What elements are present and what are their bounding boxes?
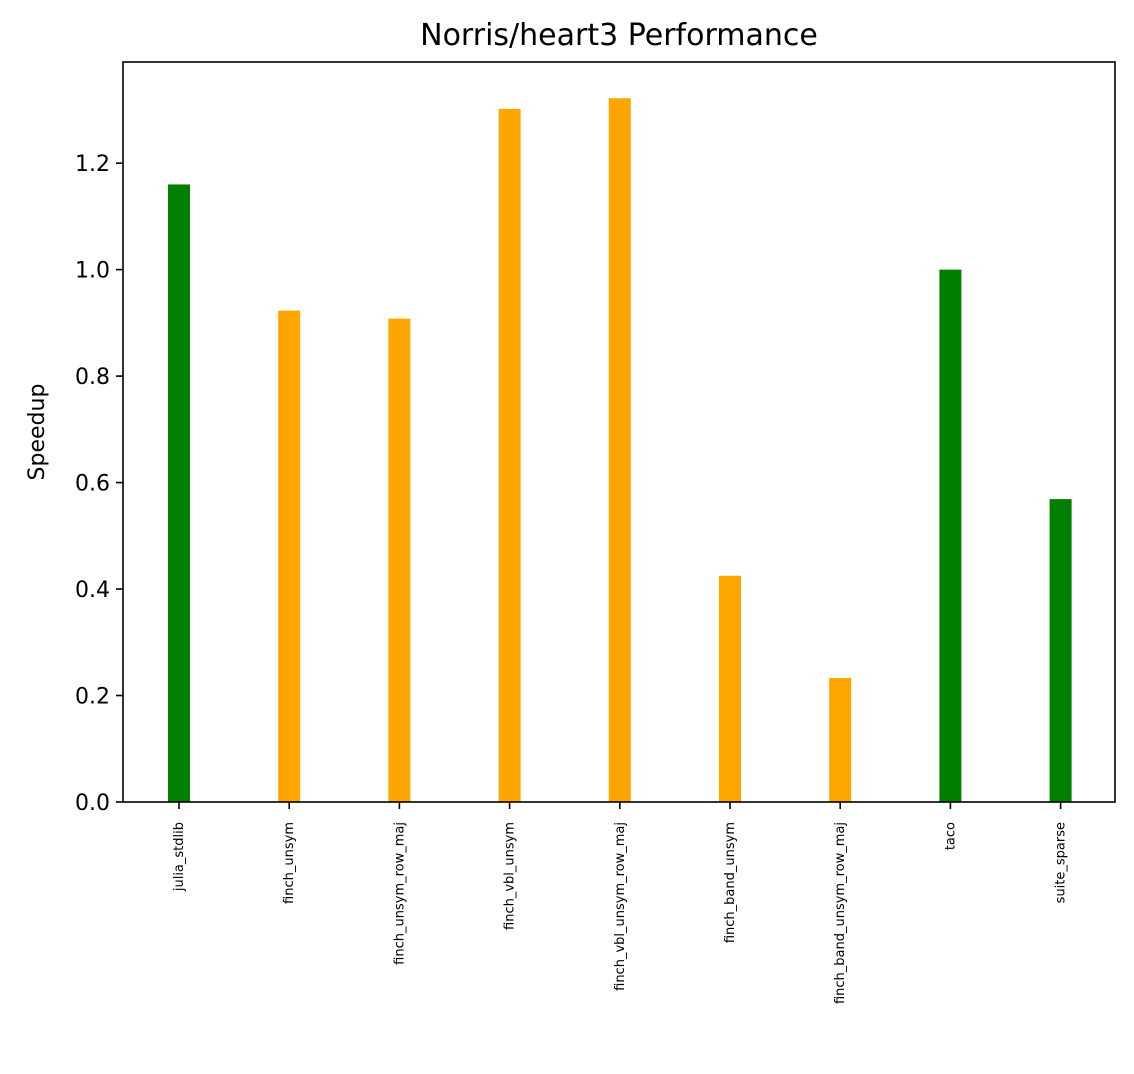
x-tick-label: finch_vbl_unsym_row_maj [613, 822, 628, 991]
chart-title: Norris/heart3 Performance [420, 18, 818, 53]
bar-taco [939, 269, 962, 803]
x-tick-label: finch_unsym [282, 822, 297, 904]
x-tick-label: suite_sparse [1054, 822, 1069, 903]
bar-finch_band_unsym [719, 575, 741, 802]
y-tick-label: 0.6 [75, 472, 110, 497]
x-tick-label: finch_band_unsym [723, 822, 738, 943]
bar-finch_unsym [278, 310, 301, 802]
x-tick-label: finch_vbl_unsym [503, 822, 518, 930]
plot-frame [122, 61, 1116, 803]
bar-finch_unsym_row_maj [388, 318, 411, 802]
y-tick-label: 0.4 [75, 578, 110, 603]
y-tick-label: 0.2 [75, 685, 110, 710]
y-tick-label: 1.2 [75, 152, 110, 177]
bar-finch_vbl_unsym [498, 108, 521, 802]
bar-julia_stdlib [168, 184, 190, 802]
bar-finch_band_unsym_row_maj [829, 677, 852, 802]
x-tick-label: taco [943, 822, 958, 850]
bar-finch_vbl_unsym_row_maj [608, 98, 631, 803]
x-axis-ticks: julia_stdlib finch_unsym finch_unsym_row_m… [172, 802, 1069, 1004]
y-tick-label: 0.8 [75, 365, 110, 390]
x-tick-label: finch_unsym_row_maj [392, 822, 407, 965]
y-tick-label: 1.0 [75, 259, 110, 284]
bar-suite_sparse [1049, 499, 1072, 802]
x-tick-label: julia_stdlib [172, 822, 187, 892]
y-axis-ticks: 0.0 0.2 0.4 0.6 0.8 1.0 1.2 [75, 152, 123, 816]
bars-group [168, 98, 1072, 803]
x-tick-label: finch_band_unsym_row_maj [833, 822, 848, 1004]
y-axis-label: Speedup [25, 384, 50, 481]
y-tick-label: 0.0 [75, 791, 110, 816]
